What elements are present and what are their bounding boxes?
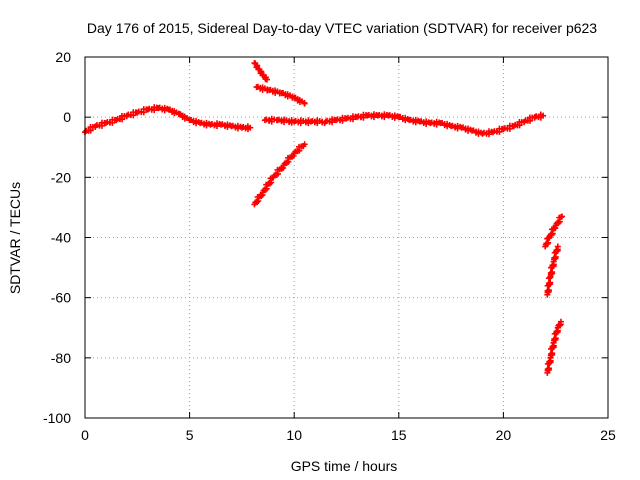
y-tick-label: -100 — [43, 410, 71, 426]
y-tick-label: -80 — [51, 350, 71, 366]
series-trace-22h-c — [544, 318, 564, 376]
data-point — [264, 76, 271, 83]
chart-title: Day 176 of 2015, Sidereal Day-to-day VTE… — [87, 20, 597, 36]
data-layer — [82, 60, 565, 376]
x-tick-label: 25 — [600, 427, 616, 443]
data-point — [549, 268, 556, 275]
x-tick-label: 15 — [391, 427, 407, 443]
y-tick-label: -60 — [51, 290, 71, 306]
series-trace-14-22h — [395, 111, 547, 138]
x-tick-label: 0 — [81, 427, 89, 443]
data-point — [545, 287, 552, 294]
series-main-trace — [82, 104, 254, 136]
data-point — [552, 335, 559, 342]
data-point — [552, 253, 559, 260]
data-point — [554, 243, 561, 250]
series-trace-8h-lower — [251, 141, 308, 208]
series-trace-8h-upper — [253, 83, 308, 107]
y-axis-label: SDTVAR / TECUs — [7, 182, 23, 294]
tick-layer: 0 5 10 15 20 25 -100 -80 -60 -40 -20 0 20 — [43, 49, 616, 443]
series-trace-9-13h — [261, 111, 402, 127]
data-point — [557, 318, 564, 325]
series-trace-8h-top — [251, 60, 271, 83]
x-axis-label: GPS time / hours — [291, 458, 398, 474]
y-tick-label: -20 — [51, 169, 71, 185]
y-tick-label: 20 — [55, 49, 71, 65]
data-point — [540, 112, 547, 119]
y-tick-label: -40 — [51, 230, 71, 246]
data-point — [546, 365, 553, 372]
data-point — [547, 279, 554, 286]
data-point — [549, 230, 556, 237]
data-point — [558, 213, 565, 220]
series-trace-22h-b — [544, 243, 561, 298]
x-tick-label: 20 — [496, 427, 512, 443]
x-tick-label: 5 — [186, 427, 194, 443]
data-point — [549, 350, 556, 357]
data-point — [247, 124, 254, 131]
series-trace-22h-a — [542, 213, 565, 250]
y-tick-label: 0 — [63, 109, 71, 125]
x-tick-label: 10 — [286, 427, 302, 443]
data-point — [301, 141, 308, 148]
data-point — [301, 100, 308, 107]
